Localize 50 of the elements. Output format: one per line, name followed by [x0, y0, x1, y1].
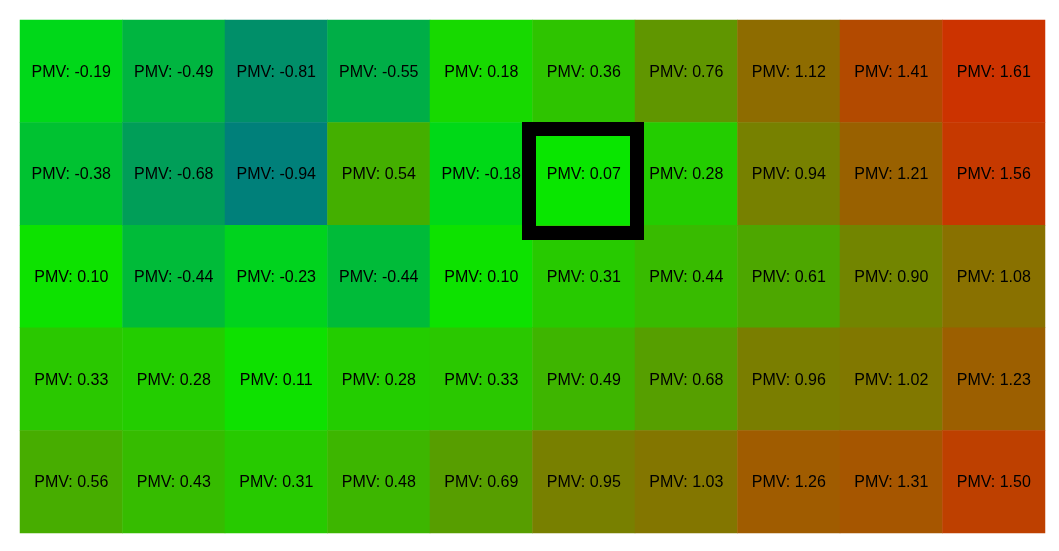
data-label: PMV: 0.61	[751, 268, 826, 285]
data-label: PMV: 0.43	[136, 473, 211, 491]
data-label: PMV: 0.49	[546, 370, 621, 388]
data-label: PMV: 1.23	[956, 370, 1031, 388]
data-label: PMV: 1.61	[956, 62, 1031, 80]
data-label: PMV: 0.28	[136, 370, 211, 388]
data-label: PMV: 0.54	[341, 165, 416, 183]
data-label: PMV: 0.95	[546, 473, 621, 491]
data-label: PMV: -0.55	[339, 62, 419, 80]
data-label: PMV: 0.44	[649, 268, 724, 285]
data-label: PMV: -0.19	[31, 62, 112, 80]
data-label: PMV: -0.81	[236, 62, 317, 80]
data-label: PMV: 0.36	[546, 62, 621, 80]
data-label: PMV: -0.49	[134, 62, 214, 80]
data-label: PMV: -0.44	[339, 268, 419, 285]
data-label: PMV: 1.12	[751, 62, 826, 80]
data-label: PMV: -0.38	[31, 165, 112, 183]
data-label: PMV: 0.07	[546, 165, 621, 183]
data-label: PMV: 0.33	[444, 370, 519, 388]
data-label: PMV: -0.94	[236, 165, 317, 183]
data-label: PMV: 0.33	[34, 370, 109, 388]
data-label: PMV: -0.44	[134, 268, 214, 285]
data-label: PMV: 0.18	[444, 62, 519, 80]
data-label: PMV: 0.28	[649, 165, 724, 183]
data-label: PMV: 1.56	[956, 165, 1031, 183]
data-label: PMV: 0.94	[751, 165, 826, 183]
data-label: PMV: 0.28	[341, 370, 416, 388]
data-label: PMV: 0.90	[854, 268, 929, 285]
data-label: PMV: 1.31	[854, 473, 929, 491]
data-label: PMV: 0.76	[649, 62, 724, 80]
data-label: PMV: 0.31	[239, 473, 314, 491]
data-label: PMV: 0.96	[751, 370, 826, 388]
data-label: PMV: 1.02	[854, 370, 929, 388]
data-label: PMV: 0.31	[546, 268, 621, 285]
data-label: PMV: 0.10	[34, 268, 109, 285]
data-label: PMV: 1.21	[854, 165, 929, 183]
data-label: PMV: -0.18	[441, 165, 522, 183]
data-label: PMV: 0.69	[444, 473, 519, 491]
data-label: PMV: -0.68	[134, 165, 214, 183]
data-label: PMV: 0.11	[239, 370, 313, 388]
data-label: PMV: 1.08	[956, 268, 1031, 285]
data-label: PMV: 0.10	[444, 268, 519, 285]
data-label: PMV: 0.48	[341, 473, 416, 491]
data-label: PMV: 1.41	[854, 62, 929, 80]
data-label: PMV: 1.03	[649, 473, 724, 491]
data-label: PMV: 0.56	[34, 473, 109, 491]
data-label: PMV: 0.68	[649, 370, 724, 388]
data-label: PMV: 1.26	[751, 473, 826, 491]
data-label: PMV: -0.23	[236, 268, 317, 285]
data-label: PMV: 1.50	[956, 473, 1031, 491]
